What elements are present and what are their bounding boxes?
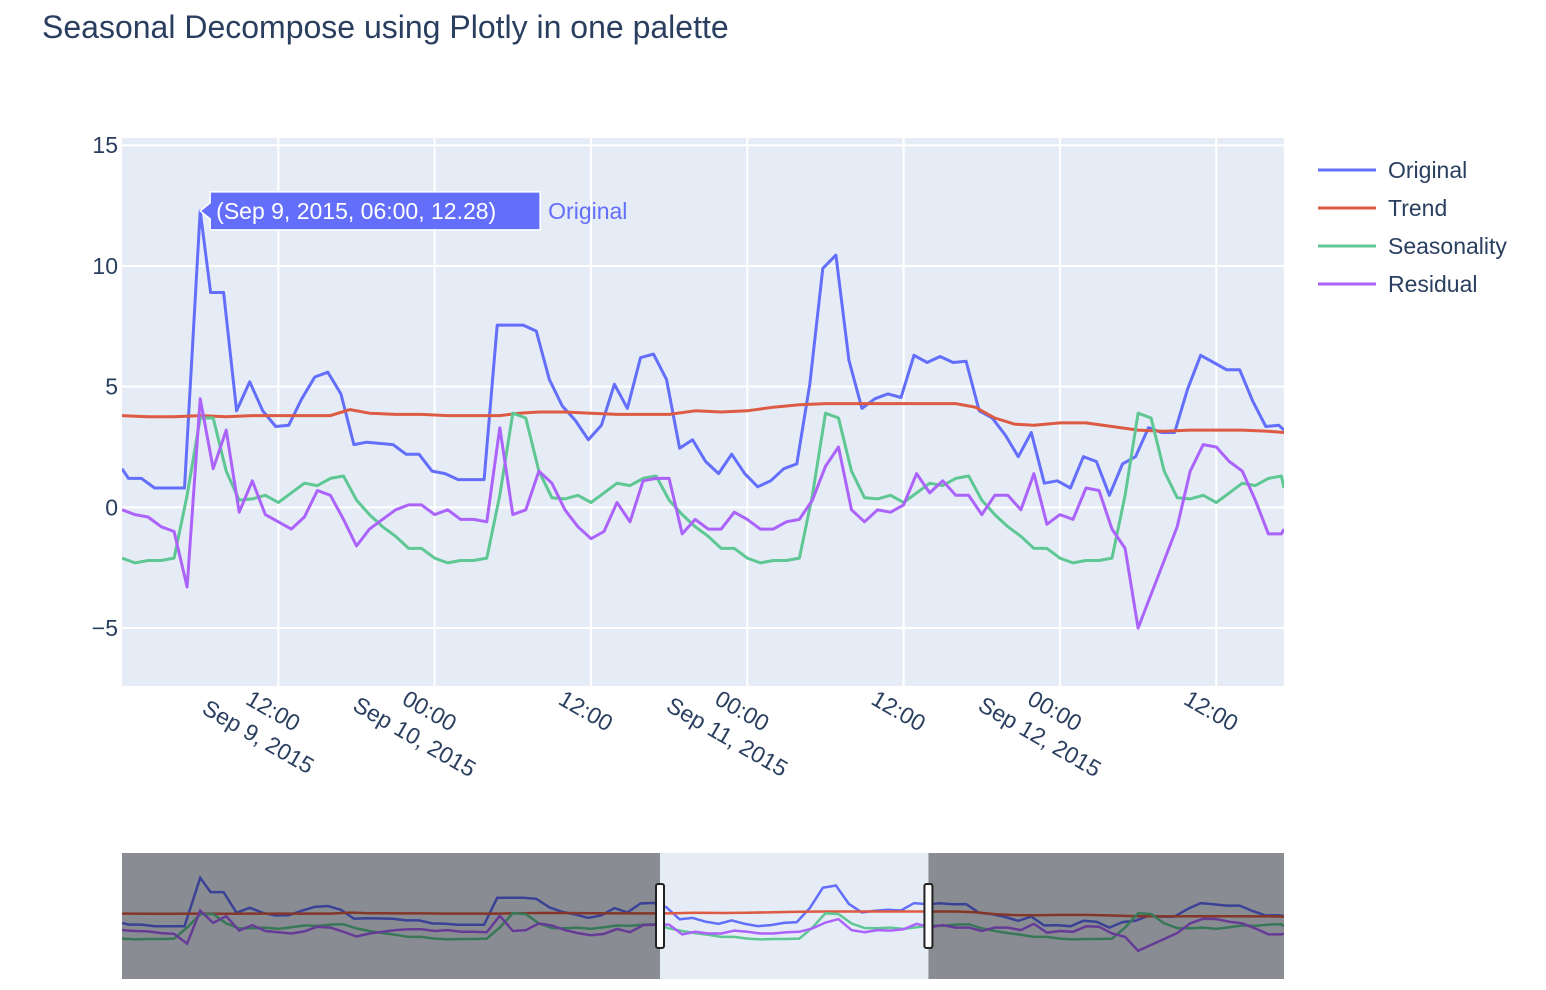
x-tick-label: 12:00 — [555, 685, 618, 736]
y-tick-label: 10 — [92, 253, 118, 279]
y-tick-label: 0 — [105, 494, 118, 520]
legend-label: Trend — [1388, 195, 1447, 221]
slider-mask-right — [928, 853, 1284, 979]
series-line-residual — [122, 397, 1284, 630]
slider-mask-left — [122, 853, 661, 979]
legend-label: Residual — [1388, 271, 1478, 297]
slider-handle-right[interactable] — [923, 883, 934, 949]
slider-line-trend — [122, 910, 1284, 918]
series-line-trend — [122, 402, 1284, 434]
hover-box — [198, 191, 541, 231]
slider-lines — [122, 875, 1284, 953]
legend-item-residual[interactable]: Residual — [1318, 271, 1478, 297]
hover-series-name: Original — [548, 198, 627, 224]
hover-text: (Sep 9, 2015, 06:00, 12.28) — [216, 198, 496, 224]
y-tick-label: 15 — [92, 132, 118, 158]
gridlines — [122, 138, 1284, 686]
legend-item-seasonality[interactable]: Seasonality — [1318, 233, 1507, 259]
chart-title: Seasonal Decompose using Plotly in one p… — [42, 9, 729, 45]
legend-item-original[interactable]: Original — [1318, 157, 1467, 183]
y-tick-label: 5 — [105, 374, 118, 400]
series-line-seasonality — [122, 411, 1284, 565]
slider-handle-left[interactable] — [655, 883, 666, 949]
y-tick-label: −5 — [92, 615, 118, 641]
y-axis-tick-labels: 15 10 5 0 −5 — [92, 132, 118, 641]
legend-item-trend[interactable]: Trend — [1318, 195, 1447, 221]
x-tick-text: 12:00 — [1180, 685, 1243, 736]
legend: Original Trend Seasonality Residual — [1318, 157, 1507, 297]
slider-line-residual — [122, 908, 1284, 953]
series-lines — [122, 209, 1284, 630]
x-tick-text: 12:00 — [867, 685, 930, 736]
x-tick-label: 12:00 — [867, 685, 930, 736]
range-slider[interactable] — [122, 853, 1284, 979]
legend-label: Original — [1388, 157, 1467, 183]
legend-label: Seasonality — [1388, 233, 1507, 259]
slider-line-original — [122, 875, 1284, 929]
x-tick-label: 12:00 — [1180, 685, 1243, 736]
x-tick-text: 12:00 — [555, 685, 618, 736]
hover-tooltip: (Sep 9, 2015, 06:00, 12.28) Original — [198, 191, 627, 231]
series-line-original — [122, 209, 1284, 497]
